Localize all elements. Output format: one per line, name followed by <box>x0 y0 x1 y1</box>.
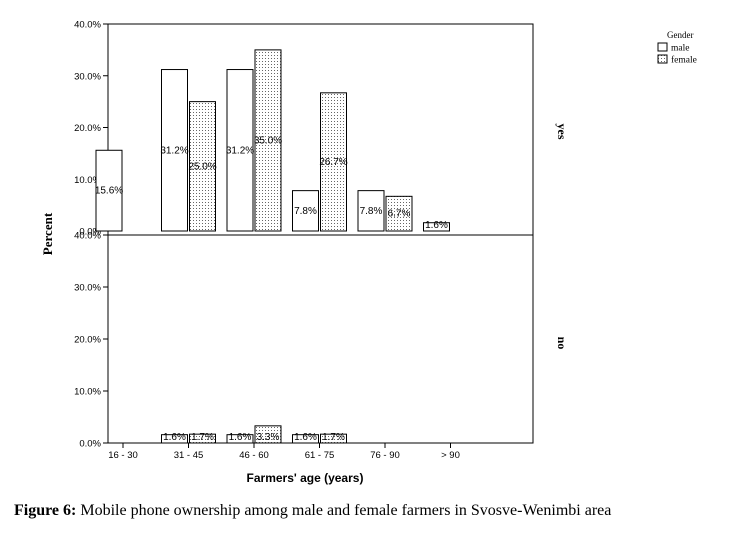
legend-title: Gender <box>667 30 694 40</box>
bar-yes-male <box>95 149 123 232</box>
bar-yes-male <box>357 190 385 232</box>
data-label: 35.0% <box>254 135 282 146</box>
panel-label-yes: yes <box>555 124 569 140</box>
y-tick-label: 20.0% <box>74 335 101 346</box>
data-label: 31.2% <box>226 145 254 156</box>
data-label: 15.6% <box>95 186 123 197</box>
y-tick-label: 10.0% <box>74 387 101 398</box>
bar-no-female <box>320 433 347 444</box>
data-label: 31.2% <box>160 145 188 156</box>
x-tick-label: 76 - 90 <box>370 450 400 461</box>
data-label: 1.6% <box>163 432 186 443</box>
chart: 0.0% 10.0% 20.0% 30.0% 40.0% 15.6% 31.2% 31.2% 7… <box>40 20 697 486</box>
data-label: 26.7% <box>319 157 347 168</box>
caption-prefix: Figure 6: <box>14 502 77 519</box>
legend-swatch-male <box>657 42 668 52</box>
data-label: 3.3% <box>257 432 280 443</box>
bar-yes-female <box>385 195 413 232</box>
caption-text: Mobile phone ownership among male and fe… <box>76 502 612 519</box>
legend-label-female: female <box>671 55 697 66</box>
y-tick-label: 10.0% <box>74 175 101 186</box>
bar-yes-female <box>320 92 347 232</box>
x-tick-label: 16 - 30 <box>108 450 138 461</box>
bar-no-female <box>254 425 282 444</box>
y-axis-title: Percent <box>40 212 55 255</box>
y-tick-label: 40.0% <box>74 231 101 242</box>
bar-no-female <box>189 433 216 444</box>
data-label: 25.0% <box>188 161 216 172</box>
legend-swatch-female <box>657 54 668 64</box>
bar-yes-male <box>226 69 254 232</box>
bar-yes-female <box>189 101 216 232</box>
data-label: 1.7% <box>191 432 214 443</box>
bar-no-male <box>292 434 319 444</box>
x-tick-label: > 90 <box>441 450 460 461</box>
y-tick-label: 40.0% <box>74 20 101 31</box>
data-label: 1.7% <box>322 432 345 443</box>
bar-yes-male <box>423 222 450 232</box>
data-label: 6.7% <box>388 209 411 220</box>
x-axis-title: Farmers' age (years) <box>247 471 364 485</box>
bar-no-male <box>161 434 188 444</box>
bar-no-male <box>226 434 254 444</box>
panel-label-no: no <box>555 337 569 350</box>
bar-yes-female <box>254 49 282 232</box>
x-tick-label: 46 - 60 <box>239 450 269 461</box>
data-label: 1.6% <box>229 432 252 443</box>
data-label: 7.8% <box>294 206 317 217</box>
figure-caption: Figure 6: Mobile phone ownership among m… <box>14 502 736 520</box>
data-label: 1.6% <box>294 432 317 443</box>
bar-yes-male <box>161 69 188 232</box>
data-label: 7.8% <box>360 206 383 217</box>
x-tick-label: 31 - 45 <box>174 450 204 461</box>
y-tick-label: 0.0% <box>79 227 101 238</box>
bar-yes-male <box>292 190 319 232</box>
y-tick-label: 30.0% <box>74 283 101 294</box>
x-tick-label: 61 - 75 <box>305 450 335 461</box>
y-tick-label: 30.0% <box>74 71 101 82</box>
legend-label-male: male <box>671 44 689 54</box>
y-tick-label: 0.0% <box>79 439 101 450</box>
data-label: 1.6% <box>425 220 448 231</box>
y-tick-label: 20.0% <box>74 123 101 134</box>
